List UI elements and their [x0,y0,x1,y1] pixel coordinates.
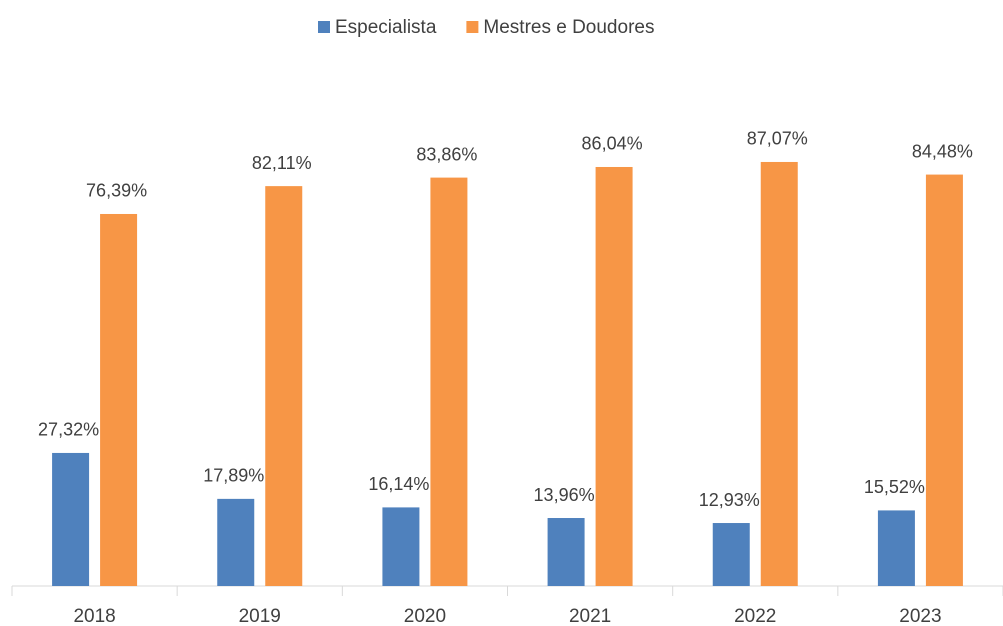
value-label: 27,32% [38,420,99,440]
bar [100,213,138,586]
x-tick-label: 2023 [899,606,941,626]
value-label: 76,39% [86,181,147,201]
bar [52,452,90,586]
bar [712,523,750,586]
value-label: 87,07% [747,129,808,149]
value-label: 16,14% [368,474,429,494]
value-label: 83,86% [416,144,477,164]
value-label: 86,04% [582,134,643,154]
value-label: 84,48% [912,141,973,161]
value-label: 17,89% [203,466,264,486]
bar [547,518,585,586]
bar [595,166,633,586]
bar [217,498,255,586]
x-tick-label: 2018 [73,606,115,626]
bar [925,174,963,586]
value-label: 82,11% [252,153,312,173]
x-tick-label: 2019 [239,606,281,626]
bar [877,510,915,586]
value-label: 12,93% [699,490,760,510]
value-label: 13,96% [534,485,595,505]
legend-label: Mestres e Doudores [483,17,654,38]
x-tick-label: 2020 [404,606,446,626]
x-tick-label: 2022 [734,606,776,626]
bar [382,507,420,586]
x-tick-label: 2021 [569,606,611,626]
bar [265,186,303,586]
bar [760,161,798,586]
legend-swatch [318,21,330,33]
legend-label: Especialista [335,17,437,38]
legend-swatch [466,21,479,33]
bar [430,177,468,586]
value-label: 15,52% [864,477,925,497]
